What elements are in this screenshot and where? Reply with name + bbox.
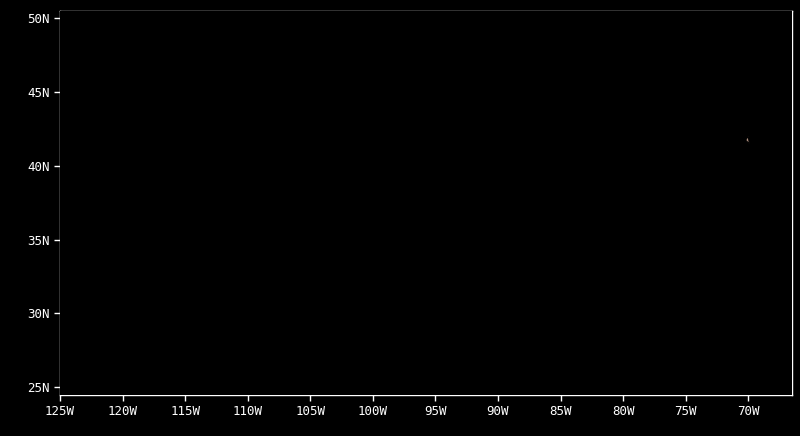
PathPatch shape — [47, 0, 800, 417]
